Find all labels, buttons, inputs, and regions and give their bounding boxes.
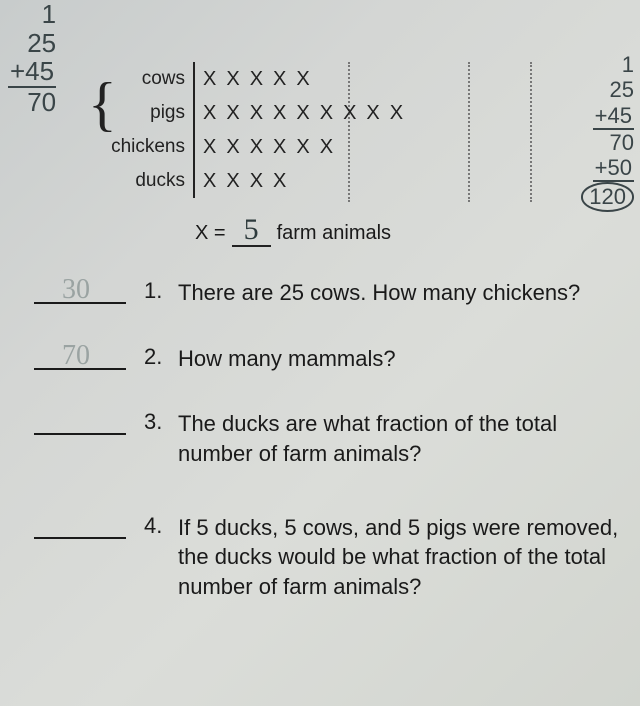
tally-mark: X <box>250 68 263 91</box>
tally-mark: X <box>250 170 263 193</box>
key-prefix: X = <box>195 222 226 245</box>
question-1: 30 1. There are 25 cows. How many chicke… <box>34 278 622 308</box>
carry-one: 1 <box>581 52 634 77</box>
question-2: 70 2. How many mammals? <box>34 344 622 374</box>
tally-mark: X <box>273 68 286 91</box>
key-value: 5 <box>232 215 271 247</box>
tally-mark: X <box>296 102 309 125</box>
question-3: 3. The ducks are what fraction of the to… <box>34 409 622 468</box>
question-text: The ducks are what fraction of the total… <box>178 409 622 468</box>
tally-mark: X <box>250 102 263 125</box>
row-marks: X X X X <box>193 164 296 198</box>
question-number: 2. <box>144 344 178 374</box>
row-label: chickens <box>85 136 193 158</box>
mid-sum: 70 <box>581 130 634 155</box>
tally-mark: X <box>226 136 239 159</box>
tally-mark: X <box>203 68 216 91</box>
final-sum: 120 <box>581 182 634 211</box>
answer-line <box>34 368 126 370</box>
tally-mark: X <box>226 170 239 193</box>
addend-a: 25 <box>8 29 56 58</box>
tally-mark: X <box>273 170 286 193</box>
tally-mark: X <box>366 102 379 125</box>
tally-mark: X <box>390 102 403 125</box>
answer-line <box>34 433 126 435</box>
pictograph: cows X X X X X pigs X X X X X X X X X ch… <box>85 62 413 198</box>
tally-mark: X <box>226 68 239 91</box>
row-label: pigs <box>85 102 193 124</box>
answer-line <box>34 302 126 304</box>
tally-mark: X <box>320 136 333 159</box>
row-marks: X X X X X X X X X <box>193 96 413 130</box>
question-text: There are 25 cows. How many chickens? <box>178 278 622 308</box>
question-number: 4. <box>144 513 178 602</box>
carry-one: 1 <box>8 0 56 29</box>
addend-b: +45 <box>593 103 634 130</box>
answer-slot[interactable] <box>34 513 144 602</box>
tally-mark: X <box>296 136 309 159</box>
question-list: 30 1. There are 25 cows. How many chicke… <box>34 278 622 638</box>
picto-row-pigs: pigs X X X X X X X X X <box>85 96 413 130</box>
addend-b: +45 <box>8 57 56 88</box>
margin-math-right: 1 25 +45 70 +50 120 <box>581 52 634 212</box>
tally-mark: X <box>203 102 216 125</box>
tally-mark: X <box>320 102 333 125</box>
question-text: If 5 ducks, 5 cows, and 5 pigs were remo… <box>178 513 622 602</box>
tally-mark: X <box>203 136 216 159</box>
tally-mark: X <box>226 102 239 125</box>
question-text: How many mammals? <box>178 344 622 374</box>
addend-a: 25 <box>581 77 634 102</box>
tally-mark: X <box>203 170 216 193</box>
tally-mark: X <box>273 136 286 159</box>
question-number: 3. <box>144 409 178 468</box>
tally-mark: X <box>250 136 263 159</box>
guide-col-3 <box>530 62 532 202</box>
tally-mark: X <box>296 68 309 91</box>
row-label: ducks <box>85 170 193 192</box>
question-number: 1. <box>144 278 178 308</box>
guide-col-2 <box>468 62 470 202</box>
answer-slot[interactable]: 70 <box>34 344 144 374</box>
row-label: cows <box>85 68 193 90</box>
pictograph-key: X = 5 farm animals <box>195 215 391 247</box>
question-4: 4. If 5 ducks, 5 cows, and 5 pigs were r… <box>34 513 622 602</box>
key-suffix: farm animals <box>277 222 391 245</box>
picto-row-ducks: ducks X X X X <box>85 164 413 198</box>
tally-mark: X <box>343 102 356 125</box>
answer-slot[interactable] <box>34 409 144 468</box>
answer-line <box>34 537 126 539</box>
row-marks: X X X X X X <box>193 130 343 164</box>
margin-math-left: 1 25 +45 70 <box>8 0 56 116</box>
sum: 70 <box>8 88 56 117</box>
picto-row-cows: cows X X X X X <box>85 62 413 96</box>
picto-row-chickens: chickens X X X X X X <box>85 130 413 164</box>
row-marks: X X X X X <box>193 62 320 96</box>
addend-c: +50 <box>593 155 634 182</box>
tally-mark: X <box>273 102 286 125</box>
answer-slot[interactable]: 30 <box>34 278 144 308</box>
